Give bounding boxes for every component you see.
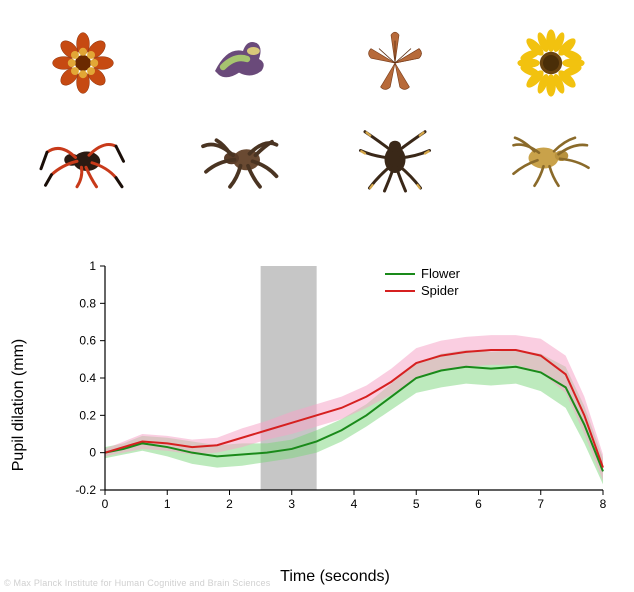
flower-lily (350, 23, 440, 103)
flower-sunflower (506, 23, 596, 103)
flower-marigold (38, 23, 128, 103)
x-axis-label: Time (seconds) (280, 568, 390, 586)
svg-text:-0.2: -0.2 (75, 483, 96, 497)
svg-text:7: 7 (537, 497, 544, 511)
svg-text:6: 6 (475, 497, 482, 511)
svg-text:5: 5 (413, 497, 420, 511)
stimuli-grid (20, 20, 614, 200)
spider-tan (506, 118, 596, 198)
spider-brown-tarantula (194, 118, 284, 198)
flower-iris (194, 23, 284, 103)
chart-svg: -0.2 0 0.2 0.4 0.6 0.8 1 0 1 2 3 4 5 6 7 8 (55, 260, 615, 520)
legend-item-flower: Flower (385, 266, 460, 281)
svg-text:3: 3 (288, 497, 295, 511)
svg-text:0.6: 0.6 (79, 334, 96, 348)
svg-text:0.4: 0.4 (79, 371, 96, 385)
spider-redleg (38, 118, 128, 198)
legend-label: Spider (421, 283, 459, 298)
svg-text:0: 0 (102, 497, 109, 511)
svg-text:8: 8 (600, 497, 607, 511)
y-axis-label: Pupil dilation (mm) (10, 339, 28, 471)
svg-text:2: 2 (226, 497, 233, 511)
legend-label: Flower (421, 266, 460, 281)
svg-text:1: 1 (164, 497, 171, 511)
legend-item-spider: Spider (385, 283, 460, 298)
svg-text:0: 0 (89, 446, 96, 460)
svg-text:0.2: 0.2 (79, 408, 96, 422)
pupil-dilation-chart: Pupil dilation (mm) -0.200.20.40.60.8101… (55, 260, 615, 550)
svg-text:0.8: 0.8 (79, 296, 96, 310)
image-credit: © Max Planck Institute for Human Cogniti… (4, 578, 270, 588)
svg-text:4: 4 (351, 497, 358, 511)
svg-text:1: 1 (89, 260, 96, 273)
legend: Flower Spider (385, 266, 460, 300)
spider-striped (350, 118, 440, 198)
